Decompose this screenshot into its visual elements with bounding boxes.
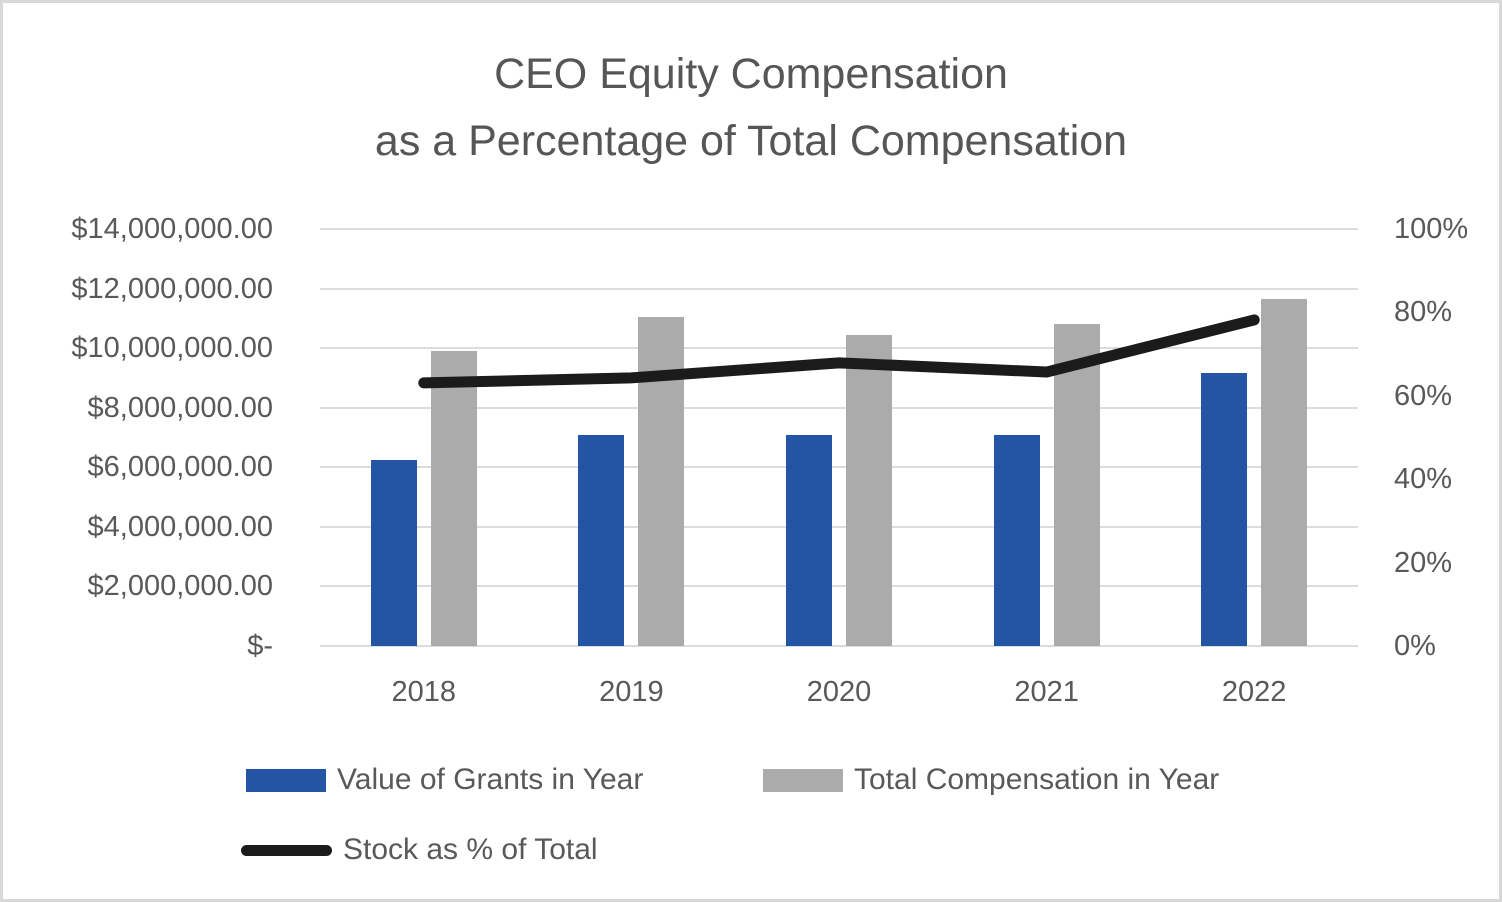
- right-axis-tick-label: 80%: [1394, 296, 1453, 329]
- gridline: [320, 525, 1358, 528]
- bar-total-compensation-in-year-2019: [638, 316, 685, 646]
- chart-title-line1: CEO Equity Compensation: [494, 50, 1008, 98]
- chart-title: CEO Equity Compensation as a Percentage …: [3, 41, 1499, 175]
- left-axis-tick-label: $14,000,000.00: [71, 213, 273, 245]
- bar-total-compensation-in-year-2018: [430, 351, 477, 646]
- x-axis-category-label: 2019: [599, 676, 664, 708]
- right-axis-tick-label: 40%: [1394, 463, 1453, 496]
- bar-value-of-grants-in-year-2021: [993, 434, 1040, 646]
- legend-swatch-value-of-grants-in-year: [246, 768, 326, 792]
- bar-total-compensation-in-year-2020: [846, 334, 892, 646]
- legend-label-total-compensation-in-year: Total Compensation in Year: [854, 763, 1220, 796]
- gridline: [320, 406, 1358, 409]
- legend-item-stock-as-of-total: Stock as % of Total: [241, 833, 598, 866]
- bar-total-compensation-in-year-2021: [1053, 324, 1100, 646]
- x-axis-category-label: 2020: [806, 676, 872, 708]
- bar-value-of-grants-in-year-2018: [370, 459, 417, 646]
- x-axis-category-label: 2021: [1014, 676, 1079, 708]
- left-axis-tick-label: $2,000,000.00: [87, 570, 273, 603]
- gridline: [320, 287, 1358, 290]
- right-axis-tick-label: 0%: [1394, 630, 1436, 662]
- gridline: [320, 347, 1358, 350]
- left-axis-tick-label: $10,000,000.00: [71, 332, 273, 365]
- gridline: [320, 466, 1358, 469]
- bar-value-of-grants-in-year-2020: [786, 434, 832, 646]
- right-axis-tick-label: 100%: [1394, 213, 1469, 245]
- x-axis-category-label: 2018: [391, 676, 457, 708]
- legend-swatch-total-compensation-in-year: [763, 768, 843, 792]
- chart-title-line2: as a Percentage of Total Compensation: [374, 117, 1128, 165]
- legend-item-total-compensation-in-year: Total Compensation in Year: [763, 763, 1220, 796]
- bar-total-compensation-in-year-2022: [1261, 298, 1308, 646]
- legend-label-value-of-grants-in-year: Value of Grants in Year: [337, 763, 644, 796]
- left-axis-tick-label: $-: [247, 630, 273, 662]
- gridline: [320, 228, 1358, 230]
- left-axis-tick-label: $4,000,000.00: [87, 510, 273, 543]
- right-axis-tick-label: 20%: [1394, 546, 1453, 579]
- legend-item-value-of-grants-in-year: Value of Grants in Year: [246, 763, 644, 796]
- legend-line-marker-stock-as-of-total: [241, 844, 332, 856]
- bar-value-of-grants-in-year-2019: [578, 434, 625, 646]
- x-axis-category-label: 2022: [1221, 676, 1287, 708]
- gridline: [320, 645, 1358, 647]
- bar-value-of-grants-in-year-2022: [1201, 373, 1248, 646]
- left-axis-tick-label: $6,000,000.00: [87, 451, 273, 484]
- right-axis-tick-label: 60%: [1394, 379, 1453, 412]
- left-axis-tick-label: $8,000,000.00: [87, 391, 273, 424]
- legend-label-stock-as-of-total: Stock as % of Total: [343, 833, 598, 866]
- stock-percent-line: [418, 314, 1260, 389]
- gridline: [320, 585, 1358, 588]
- left-axis-tick-label: $12,000,000.00: [71, 272, 273, 305]
